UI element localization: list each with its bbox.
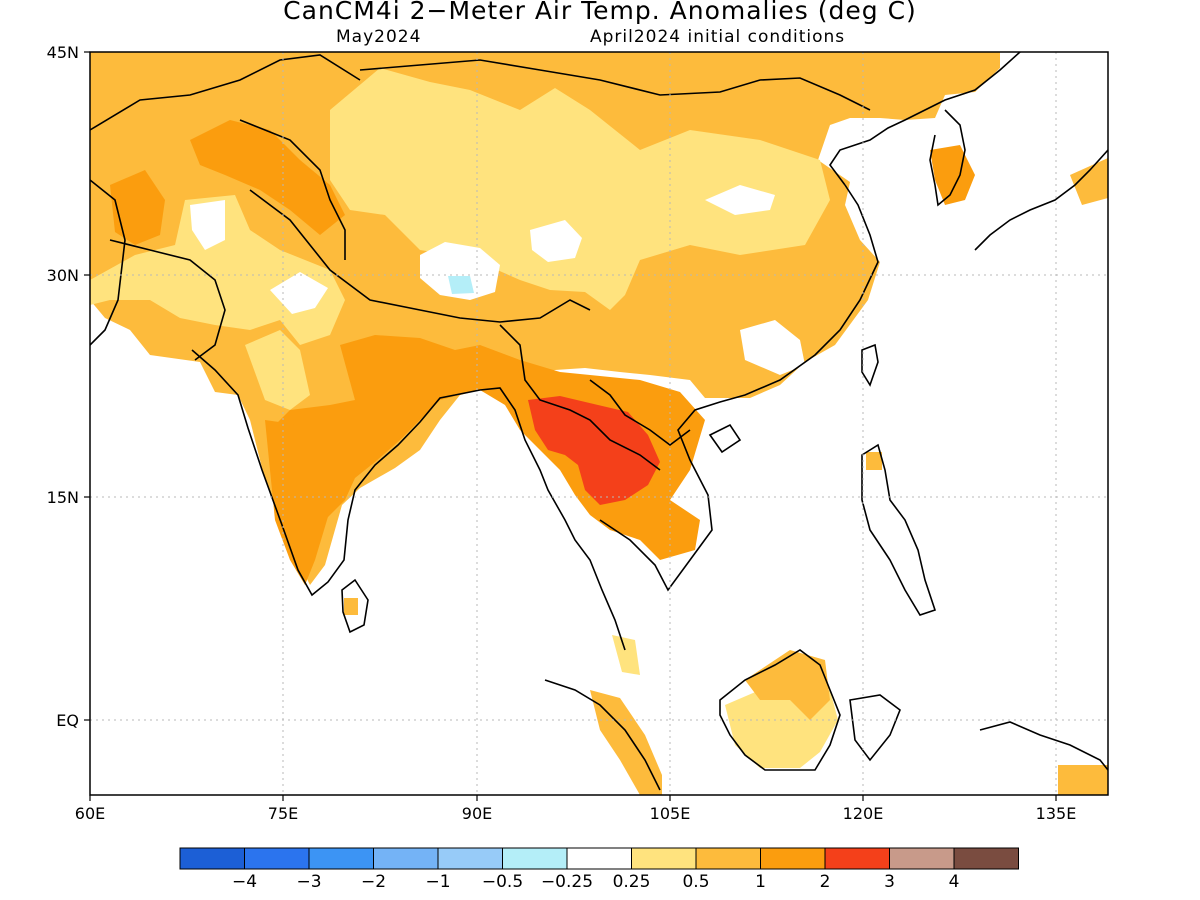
region-india-pale — [245, 330, 310, 410]
border-central — [90, 54, 361, 131]
colorbar-label: −2 — [361, 872, 386, 892]
pocket-china-white-1 — [530, 220, 582, 262]
pocket-china-white-2 — [705, 185, 775, 215]
region-srilanka — [344, 598, 358, 615]
colorbar-label: −4 — [232, 872, 257, 892]
colorbar-swatch — [760, 847, 826, 870]
coast-india — [191, 349, 456, 597]
coast-srilanka — [341, 578, 369, 634]
coast-taiwan — [861, 343, 879, 387]
region-borneo-orange — [745, 650, 830, 720]
valid-month: May2024 — [336, 27, 422, 47]
colorbar-swatch — [631, 847, 697, 870]
gridlines — [90, 52, 1108, 795]
colorbar-swatch — [889, 847, 955, 870]
region-png — [1058, 765, 1108, 795]
border-iran — [90, 179, 126, 346]
lon-label-135e: 135E — [1036, 804, 1077, 823]
colorbar-label: −0.5 — [482, 872, 523, 892]
lat-label-eq: EQ — [56, 711, 79, 730]
coast-sumatra — [544, 679, 661, 791]
coast-borneo — [719, 649, 841, 771]
colorbar-swatch — [437, 847, 503, 870]
border-mongolia — [359, 59, 871, 111]
colorbar-label: 0.25 — [613, 872, 651, 892]
colorbar — [179, 847, 1019, 870]
colorbar-label: 0.5 — [682, 872, 709, 892]
coast-philippines — [861, 443, 937, 616]
region-afghan-orange — [190, 120, 345, 235]
map-frame — [89, 51, 1109, 796]
lat-label-30n: 30N — [47, 266, 79, 285]
colorbar-labels: −4 −3 −2 −1 −0.5 −0.25 0.25 0.5 1 2 3 4 — [232, 872, 959, 892]
coast-hainan — [708, 423, 742, 454]
region-central-asia-orange — [110, 170, 165, 245]
colorbar-swatch — [824, 847, 890, 870]
region-sumatra — [590, 690, 662, 795]
lon-label-90e: 90E — [462, 804, 492, 823]
coastlines — [90, 52, 1108, 791]
lon-labels: 60E 75E 90E 105E 120E 135E — [75, 804, 1077, 823]
border-pakistan — [109, 239, 226, 361]
colorbar-label: 3 — [884, 872, 895, 892]
border-himalaya — [249, 189, 591, 323]
colorbar-swatch — [373, 847, 439, 870]
coast-indochina — [599, 184, 879, 592]
anomaly-shading — [90, 52, 1108, 795]
region-india-orange — [270, 335, 705, 560]
colorbar-swatch — [502, 847, 568, 870]
region-indochina-red — [528, 396, 660, 505]
coast-korea — [929, 109, 966, 207]
colorbar-swatch — [308, 847, 374, 870]
colorbar-swatch — [566, 847, 632, 870]
coast-china-east — [829, 52, 1021, 186]
border-myanmar — [499, 324, 661, 471]
region-india-south — [265, 420, 330, 585]
lon-label-120e: 120E — [843, 804, 884, 823]
colorbar-swatch — [953, 847, 1019, 870]
pocket-tibet-cyan — [448, 276, 474, 294]
pocket-tibet-white — [420, 242, 500, 300]
colorbar-swatch — [244, 847, 310, 870]
region-pakistan-pale — [90, 195, 345, 345]
pocket-pakistan-white — [270, 272, 328, 314]
colorbar-label: 4 — [949, 872, 960, 892]
coast-japan — [974, 149, 1108, 251]
initial-conditions: April2024 initial conditions — [590, 27, 846, 47]
lon-label-60e: 60E — [75, 804, 105, 823]
lon-label-75e: 75E — [268, 804, 298, 823]
border-laos — [589, 379, 691, 446]
coast-bay — [454, 387, 626, 651]
lon-label-105e: 105E — [650, 804, 691, 823]
colorbar-swatch — [179, 847, 245, 870]
coast-sulawesi — [849, 694, 901, 762]
colorbar-label: −0.25 — [541, 872, 593, 892]
colorbar-label: 2 — [820, 872, 831, 892]
pocket-china-white-3 — [740, 320, 805, 375]
colorbar-label: −1 — [425, 872, 450, 892]
map-title: CanCM4i 2−Meter Air Temp. Anomalies (deg… — [283, 0, 917, 25]
lat-label-15n: 15N — [47, 488, 79, 507]
ticks — [84, 51, 1057, 801]
lat-label-45n: 45N — [47, 43, 79, 62]
pocket-afghan-white — [190, 200, 225, 250]
border-china-west — [239, 119, 346, 260]
region-japan — [1070, 158, 1108, 205]
lat-labels: 45N 30N 15N EQ — [47, 43, 79, 730]
region-luzon — [866, 452, 882, 470]
colorbar-swatch — [695, 847, 761, 870]
colorbar-label: −3 — [296, 872, 321, 892]
colorbar-label: 1 — [755, 872, 766, 892]
region-malaya — [612, 635, 640, 675]
coast-png — [979, 721, 1108, 771]
